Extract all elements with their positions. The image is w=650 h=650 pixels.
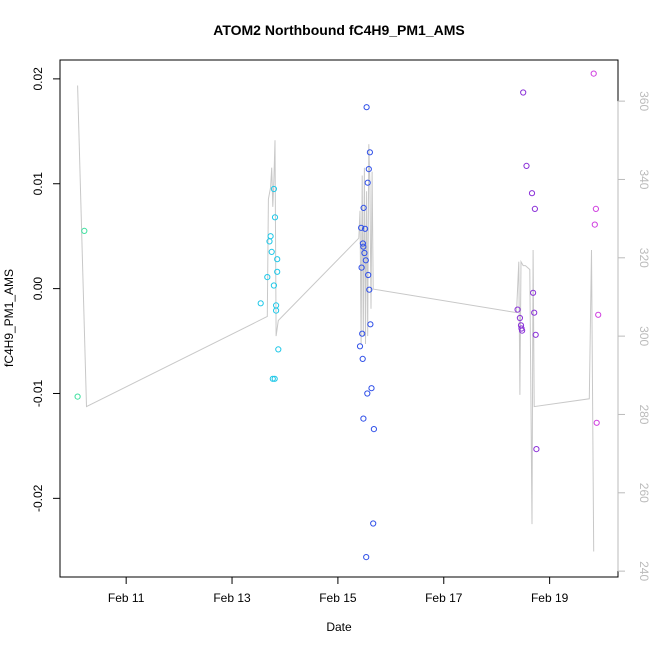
y2-tick-label: 280: [637, 404, 650, 424]
y-axis-label: fC4H9_PM1_AMS: [2, 269, 16, 367]
x-axis-label: Date: [326, 620, 352, 634]
data-point: [356, 343, 364, 350]
y-tick-label: -0.02: [31, 484, 45, 512]
data-point: [592, 205, 600, 212]
data-point: [528, 190, 536, 197]
data-point: [268, 248, 275, 255]
y-tick-label: 0.00: [31, 277, 45, 301]
chart-title: ATOM2 Northbound fC4H9_PM1_AMS: [213, 22, 465, 38]
data-point: [363, 554, 370, 561]
y2-tick-label: 300: [637, 326, 650, 346]
data-point: [361, 249, 368, 257]
data-point: [270, 185, 277, 193]
data-point: [591, 221, 598, 228]
data-point: [360, 204, 367, 211]
y2-tick-label: 360: [637, 91, 650, 111]
data-point: [530, 289, 537, 296]
data-point: [531, 205, 539, 212]
data-point: [523, 162, 530, 169]
y2-tick-label: 320: [637, 248, 650, 268]
data-point: [362, 257, 369, 264]
data-point: [514, 306, 521, 313]
data-point: [269, 375, 276, 382]
data-point: [533, 446, 540, 453]
y-axis-right: 240 260 280 300 320 340 360: [617, 91, 650, 581]
data-point: [271, 375, 278, 382]
points-layer: [74, 70, 602, 561]
y-tick-label: 0.02: [31, 67, 45, 91]
data-point: [273, 307, 280, 314]
data-point: [275, 346, 282, 353]
data-point: [520, 89, 527, 96]
data-point: [516, 314, 524, 322]
data-point: [364, 390, 371, 397]
y-axis-left: -0.02 -0.01 0.00 0.01 0.02: [31, 67, 61, 512]
data-point: [358, 224, 365, 231]
data-point: [365, 166, 372, 173]
data-point: [257, 300, 264, 307]
data-point: [531, 309, 538, 316]
data-point: [270, 282, 277, 289]
x-tick-label: Feb 15: [319, 591, 357, 605]
data-point: [367, 321, 374, 328]
y2-tick-label: 340: [637, 169, 650, 189]
data-point: [267, 233, 274, 240]
x-tick-label: Feb 11: [108, 591, 145, 605]
data-point: [274, 256, 281, 263]
data-point: [368, 385, 375, 392]
data-point: [366, 286, 373, 293]
data-point: [360, 243, 367, 250]
data-point: [360, 415, 367, 422]
data-point: [590, 70, 597, 77]
secondary-series-line: [77, 85, 595, 552]
data-point: [358, 264, 365, 271]
data-point: [81, 227, 88, 234]
secondary-line-layer: [77, 85, 595, 552]
data-point: [365, 271, 372, 279]
data-point: [274, 268, 281, 275]
x-tick-label: Feb 13: [213, 591, 251, 605]
data-point: [595, 311, 602, 318]
data-point: [359, 240, 366, 247]
data-point: [362, 225, 369, 232]
data-point: [364, 179, 371, 186]
y2-tick-label: 260: [637, 483, 650, 503]
x-axis: Feb 11 Feb 13 Feb 15 Feb 17 Feb 19: [108, 576, 569, 605]
data-point: [264, 274, 271, 281]
data-point: [363, 104, 370, 111]
data-point: [532, 331, 539, 338]
data-point: [593, 419, 600, 426]
x-tick-label: Feb 19: [531, 591, 569, 605]
y-tick-label: -0.01: [31, 379, 45, 407]
data-point: [370, 426, 377, 433]
y2-tick-label: 240: [637, 561, 650, 581]
data-point: [74, 393, 81, 400]
data-point: [359, 355, 366, 362]
data-point: [370, 520, 377, 527]
y-tick-label: 0.01: [31, 172, 45, 196]
data-point: [519, 327, 526, 334]
plot-frame: [59, 59, 619, 578]
data-point: [359, 330, 366, 337]
data-point: [271, 214, 279, 221]
x-tick-label: Feb 17: [425, 591, 463, 605]
data-point: [366, 149, 373, 156]
